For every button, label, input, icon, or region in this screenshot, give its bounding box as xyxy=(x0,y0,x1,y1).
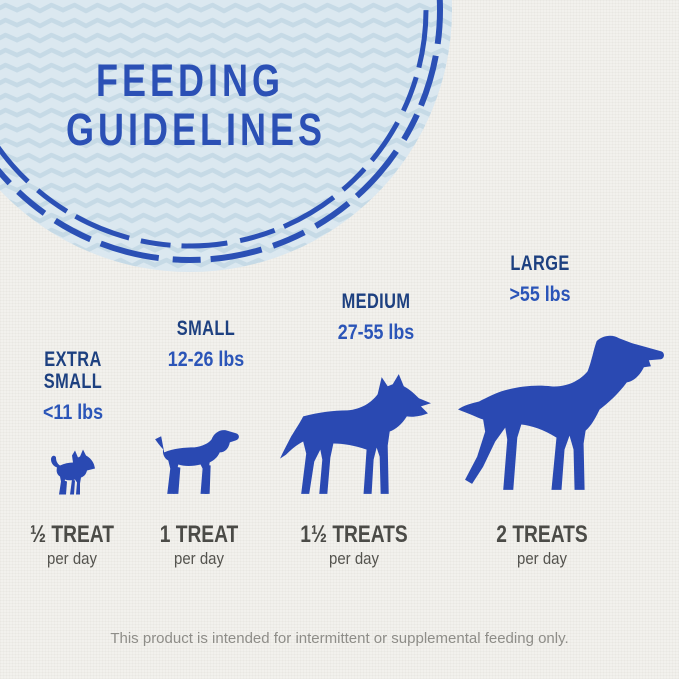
treat-amount-medium: 1½ TREATS xyxy=(300,521,408,548)
treat-amount-large: 2 TREATS xyxy=(496,521,588,548)
weight-range-large: >55 lbs xyxy=(509,283,571,306)
treat-amount-extra-small: ½ TREAT xyxy=(30,521,114,548)
size-label-text: MEDIUM xyxy=(341,290,411,313)
treat-frequency-extra-small: per day xyxy=(47,549,97,568)
size-label-medium: MEDIUM xyxy=(314,291,439,313)
beagle-silhouette-icon xyxy=(155,430,239,494)
size-label-text: EXTRA xyxy=(44,348,102,371)
treat-amount-small: 1 TREAT xyxy=(159,521,239,548)
size-label-text: LARGE xyxy=(510,252,570,275)
chihuahua-silhouette-icon xyxy=(51,449,95,495)
weight-range-small: 12-26 lbs xyxy=(167,348,245,371)
german-shepherd-silhouette-icon xyxy=(280,374,431,494)
size-label-large: LARGE xyxy=(485,253,594,275)
size-label-text: SMALL xyxy=(43,370,103,393)
badge-outer-dashed-ring xyxy=(0,0,443,263)
disclaimer-text: This product is intended for intermitten… xyxy=(110,630,569,647)
size-label-extra-small: EXTRA SMALL xyxy=(26,349,120,393)
size-label-small: SMALL xyxy=(151,318,260,340)
treat-frequency-large: per day xyxy=(517,549,567,568)
pointer-silhouette-icon xyxy=(458,335,664,490)
badge-wave-fill xyxy=(0,0,452,272)
page-title-line1: FEEDING xyxy=(95,55,285,106)
treat-frequency-medium: per day xyxy=(329,549,379,568)
weight-range-extra-small: <11 lbs xyxy=(42,401,104,424)
size-label-text: SMALL xyxy=(176,317,236,340)
feeding-guidelines-badge xyxy=(0,0,452,272)
weight-range-medium: 27-55 lbs xyxy=(337,321,415,344)
page-title-line2: GUIDELINES xyxy=(66,104,327,155)
page-title: FEEDING GUIDELINES xyxy=(66,55,327,155)
treat-frequency-small: per day xyxy=(174,549,224,568)
badge-inner-dashed-ring xyxy=(0,0,429,249)
